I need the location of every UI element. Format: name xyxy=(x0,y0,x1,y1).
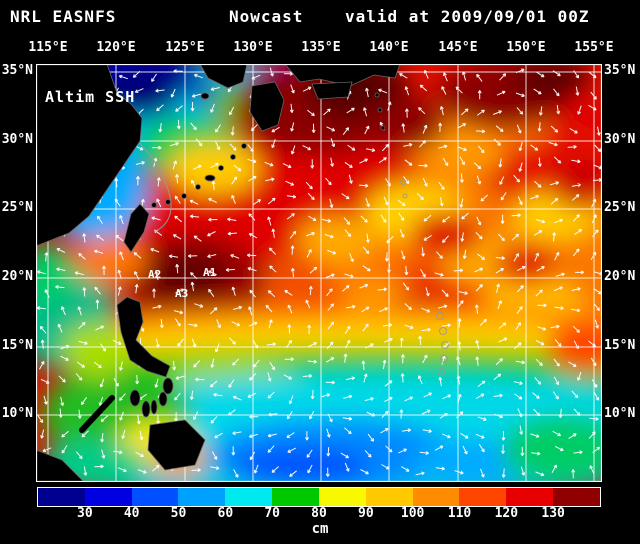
lon-tick-label: 150°E xyxy=(506,40,546,55)
colorbar-tick-label: 30 xyxy=(77,506,93,521)
ssh-map: A2 A1 A3 Altim SSH xyxy=(36,64,602,482)
colorbar-tick-label: 100 xyxy=(400,506,425,521)
lat-tick-label-right: 25°N xyxy=(604,200,636,215)
colorbar-segment xyxy=(38,488,85,506)
colorbar-segment xyxy=(318,488,366,506)
colorbar-segment xyxy=(84,488,132,506)
lat-tick-label-left: 15°N xyxy=(1,338,33,353)
eddy-annotations: A2 A1 A3 xyxy=(148,266,217,300)
island-contours xyxy=(400,179,449,376)
colorbar-unit-label: cm xyxy=(311,521,329,537)
lat-tick-label-right: 15°N xyxy=(604,338,636,353)
colorbar-tick-label: 50 xyxy=(170,506,187,521)
lon-tick-label: 135°E xyxy=(301,40,341,55)
colorbar-tick-label: 120 xyxy=(494,506,519,521)
mindanao xyxy=(147,419,206,471)
small-islands xyxy=(129,92,386,418)
valid-time-label: valid at 2009/09/01 00Z xyxy=(345,7,590,26)
colorbar-tick-label: 90 xyxy=(358,506,374,521)
korea xyxy=(199,64,248,89)
lon-tick-label: 130°E xyxy=(233,40,273,55)
eddy-label: A3 xyxy=(175,287,188,300)
colorbar-tick-label: 110 xyxy=(447,506,472,521)
colorbar-segment xyxy=(225,488,273,506)
shikoku xyxy=(311,81,353,100)
overlay-field-label: Altim SSH xyxy=(45,88,135,106)
lat-tick-label-left: 20°N xyxy=(1,269,33,284)
lon-tick-label: 140°E xyxy=(369,40,409,55)
colorbar-segment xyxy=(272,488,319,506)
palawan xyxy=(79,395,115,433)
lat-tick-label-right: 10°N xyxy=(604,406,636,421)
eddy-label: A2 xyxy=(148,268,161,281)
lon-tick-label: 125°E xyxy=(165,40,205,55)
taiwan xyxy=(123,203,150,253)
lat-tick-label-left: 25°N xyxy=(1,200,33,215)
colorbar-segment xyxy=(553,488,600,506)
eddy-label: A1 xyxy=(203,266,217,279)
lat-tick-label-right: 35°N xyxy=(604,63,636,78)
colorbar-segment xyxy=(131,488,179,506)
lon-tick-label: 145°E xyxy=(438,40,478,55)
landmasses xyxy=(36,64,449,482)
honshu xyxy=(284,64,401,87)
lat-tick-label-left: 30°N xyxy=(1,132,33,147)
lon-tick-label: 155°E xyxy=(574,40,614,55)
colorbar-segment xyxy=(178,488,226,506)
colorbar-tick-label: 80 xyxy=(311,506,327,521)
run-mode-label: Nowcast xyxy=(229,7,304,26)
colorbar-segment xyxy=(506,488,554,506)
colorbar-tick-label: 40 xyxy=(123,506,140,521)
kyushu xyxy=(249,81,285,132)
lon-tick-label: 115°E xyxy=(28,40,68,55)
colorbar xyxy=(37,487,601,507)
colorbar-tick-label: 60 xyxy=(217,506,234,521)
colorbar-segment xyxy=(412,488,460,506)
china-coast xyxy=(36,64,143,247)
borneo xyxy=(36,449,85,482)
product-title: NRL EASNFS xyxy=(10,7,117,26)
lat-tick-label-left: 10°N xyxy=(1,406,33,421)
colorbar-segment xyxy=(459,488,507,506)
colorbar-tick-label: 130 xyxy=(541,506,565,521)
lat-tick-label-left: 35°N xyxy=(1,63,33,78)
lat-tick-label-right: 20°N xyxy=(604,269,636,284)
colorbar-tick-label: 70 xyxy=(264,506,280,521)
map-border xyxy=(36,64,602,482)
lat-tick-label-right: 30°N xyxy=(604,132,636,147)
luzon xyxy=(116,296,171,378)
lon-tick-label: 120°E xyxy=(96,40,136,55)
colorbar-segment xyxy=(365,488,413,506)
